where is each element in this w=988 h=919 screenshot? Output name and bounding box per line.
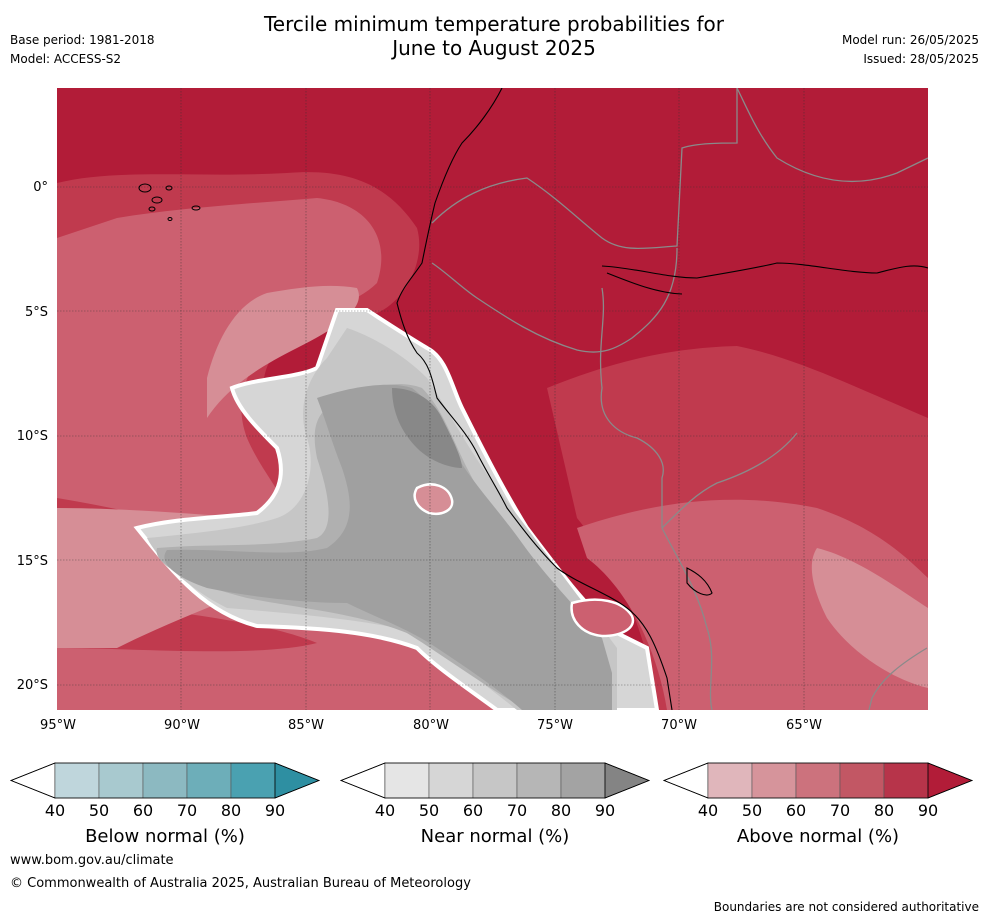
above-70-region-land — [577, 499, 928, 710]
near-90-region — [392, 388, 462, 468]
near-normal-swatch-1 — [384, 762, 430, 799]
near-normal-tick-label: 70 — [506, 801, 528, 820]
lat-label-10s: 10°S — [16, 429, 48, 444]
below-normal-swatch-3 — [142, 762, 188, 799]
lat-label-0: 0° — [33, 180, 48, 195]
above-normal-tick-label: 60 — [785, 801, 807, 820]
lon-label-65w: 65°W — [786, 718, 822, 733]
below-normal-tick-label: 70 — [176, 801, 198, 820]
above-normal-swatch-5 — [883, 762, 929, 799]
below-normal-swatch-5 — [230, 762, 276, 799]
below-normal-tick-label: 90 — [264, 801, 286, 820]
galapagos-islands — [138, 183, 201, 221]
below-normal-swatch-1 — [54, 762, 100, 799]
lon-label-90w: 90°W — [164, 718, 200, 733]
below-normal-swatch-2 — [98, 762, 144, 799]
copyright-text: © Commonwealth of Australia 2025, Austra… — [10, 876, 471, 891]
above-normal-swatch-3 — [795, 762, 841, 799]
above-normal-tick-label: 90 — [917, 801, 939, 820]
lon-label-80w: 80°W — [413, 718, 449, 733]
near-normal-tick-label: 80 — [550, 801, 572, 820]
chart-title: Tercile minimum temperature probabilitie… — [194, 12, 794, 60]
below-normal-tick-label: 80 — [220, 801, 242, 820]
above-normal-tick-label: 80 — [873, 801, 895, 820]
above-60-region-land — [811, 548, 928, 688]
above-60-pocket-ocean — [413, 483, 454, 515]
below-normal-colorbar — [10, 762, 320, 799]
below-normal-tick-label: 40 — [44, 801, 66, 820]
near-normal-tick-label: 60 — [462, 801, 484, 820]
near-normal-swatch-2 — [428, 762, 474, 799]
title-line-2: June to August 2025 — [392, 36, 596, 60]
near-normal-swatch-3 — [472, 762, 518, 799]
near-normal-tick-label: 40 — [374, 801, 396, 820]
lon-label-95w: 95°W — [40, 718, 76, 733]
near-80-region-central — [164, 384, 613, 710]
near-normal-tick-label: 50 — [418, 801, 440, 820]
country-borders — [431, 88, 928, 710]
website-url: www.bom.gov.au/climate — [10, 853, 174, 868]
model-label: Model: ACCESS-S2 — [10, 52, 122, 66]
base-period-label: Base period: 1981-2018 — [10, 33, 155, 47]
coastline — [396, 88, 928, 710]
below-normal-low-extend — [10, 762, 56, 799]
title-line-1: Tercile minimum temperature probabilitie… — [263, 12, 725, 36]
above-normal-tick-label: 50 — [741, 801, 763, 820]
above-normal-low-extend — [663, 762, 709, 799]
above-normal-high-extend — [927, 762, 973, 799]
above-normal-tick-label: 40 — [697, 801, 719, 820]
above-70-pocket-coast — [570, 598, 635, 638]
above-normal-legend-title: Above normal (%) — [736, 826, 900, 847]
above-normal-swatch-1 — [707, 762, 753, 799]
issued-label: Issued: 28/05/2025 — [863, 52, 979, 66]
lat-label-15s: 15°S — [16, 554, 48, 569]
lon-label-85w: 85°W — [288, 718, 324, 733]
above-normal-swatch-4 — [839, 762, 885, 799]
near-normal-tick-label: 90 — [594, 801, 616, 820]
below-normal-high-extend — [274, 762, 320, 799]
below-normal-legend-title: Below normal (%) — [85, 826, 245, 847]
lat-label-5s: 5°S — [24, 305, 48, 320]
above-normal-swatch-2 — [751, 762, 797, 799]
below-normal-tick-label: 50 — [88, 801, 110, 820]
near-normal-high-extend — [604, 762, 650, 799]
near-normal-swatch-4 — [516, 762, 562, 799]
near-normal-low-extend — [340, 762, 386, 799]
above-normal-tick-label: 70 — [829, 801, 851, 820]
lon-label-75w: 75°W — [537, 718, 573, 733]
lon-label-70w: 70°W — [661, 718, 697, 733]
graticule — [57, 88, 928, 710]
probability-map — [57, 88, 928, 710]
near-normal-colorbar — [340, 762, 650, 799]
above-normal-colorbar — [663, 762, 973, 799]
boundaries-disclaimer: Boundaries are not considered authoritat… — [713, 900, 979, 914]
near-normal-legend-title: Near normal (%) — [420, 826, 570, 847]
below-normal-tick-label: 60 — [132, 801, 154, 820]
below-normal-swatch-4 — [186, 762, 232, 799]
lat-label-20s: 20°S — [16, 678, 48, 693]
above-60-region-ocean — [207, 285, 359, 418]
model-run-label: Model run: 26/05/2025 — [841, 33, 979, 47]
near-normal-swatch-5 — [560, 762, 606, 799]
